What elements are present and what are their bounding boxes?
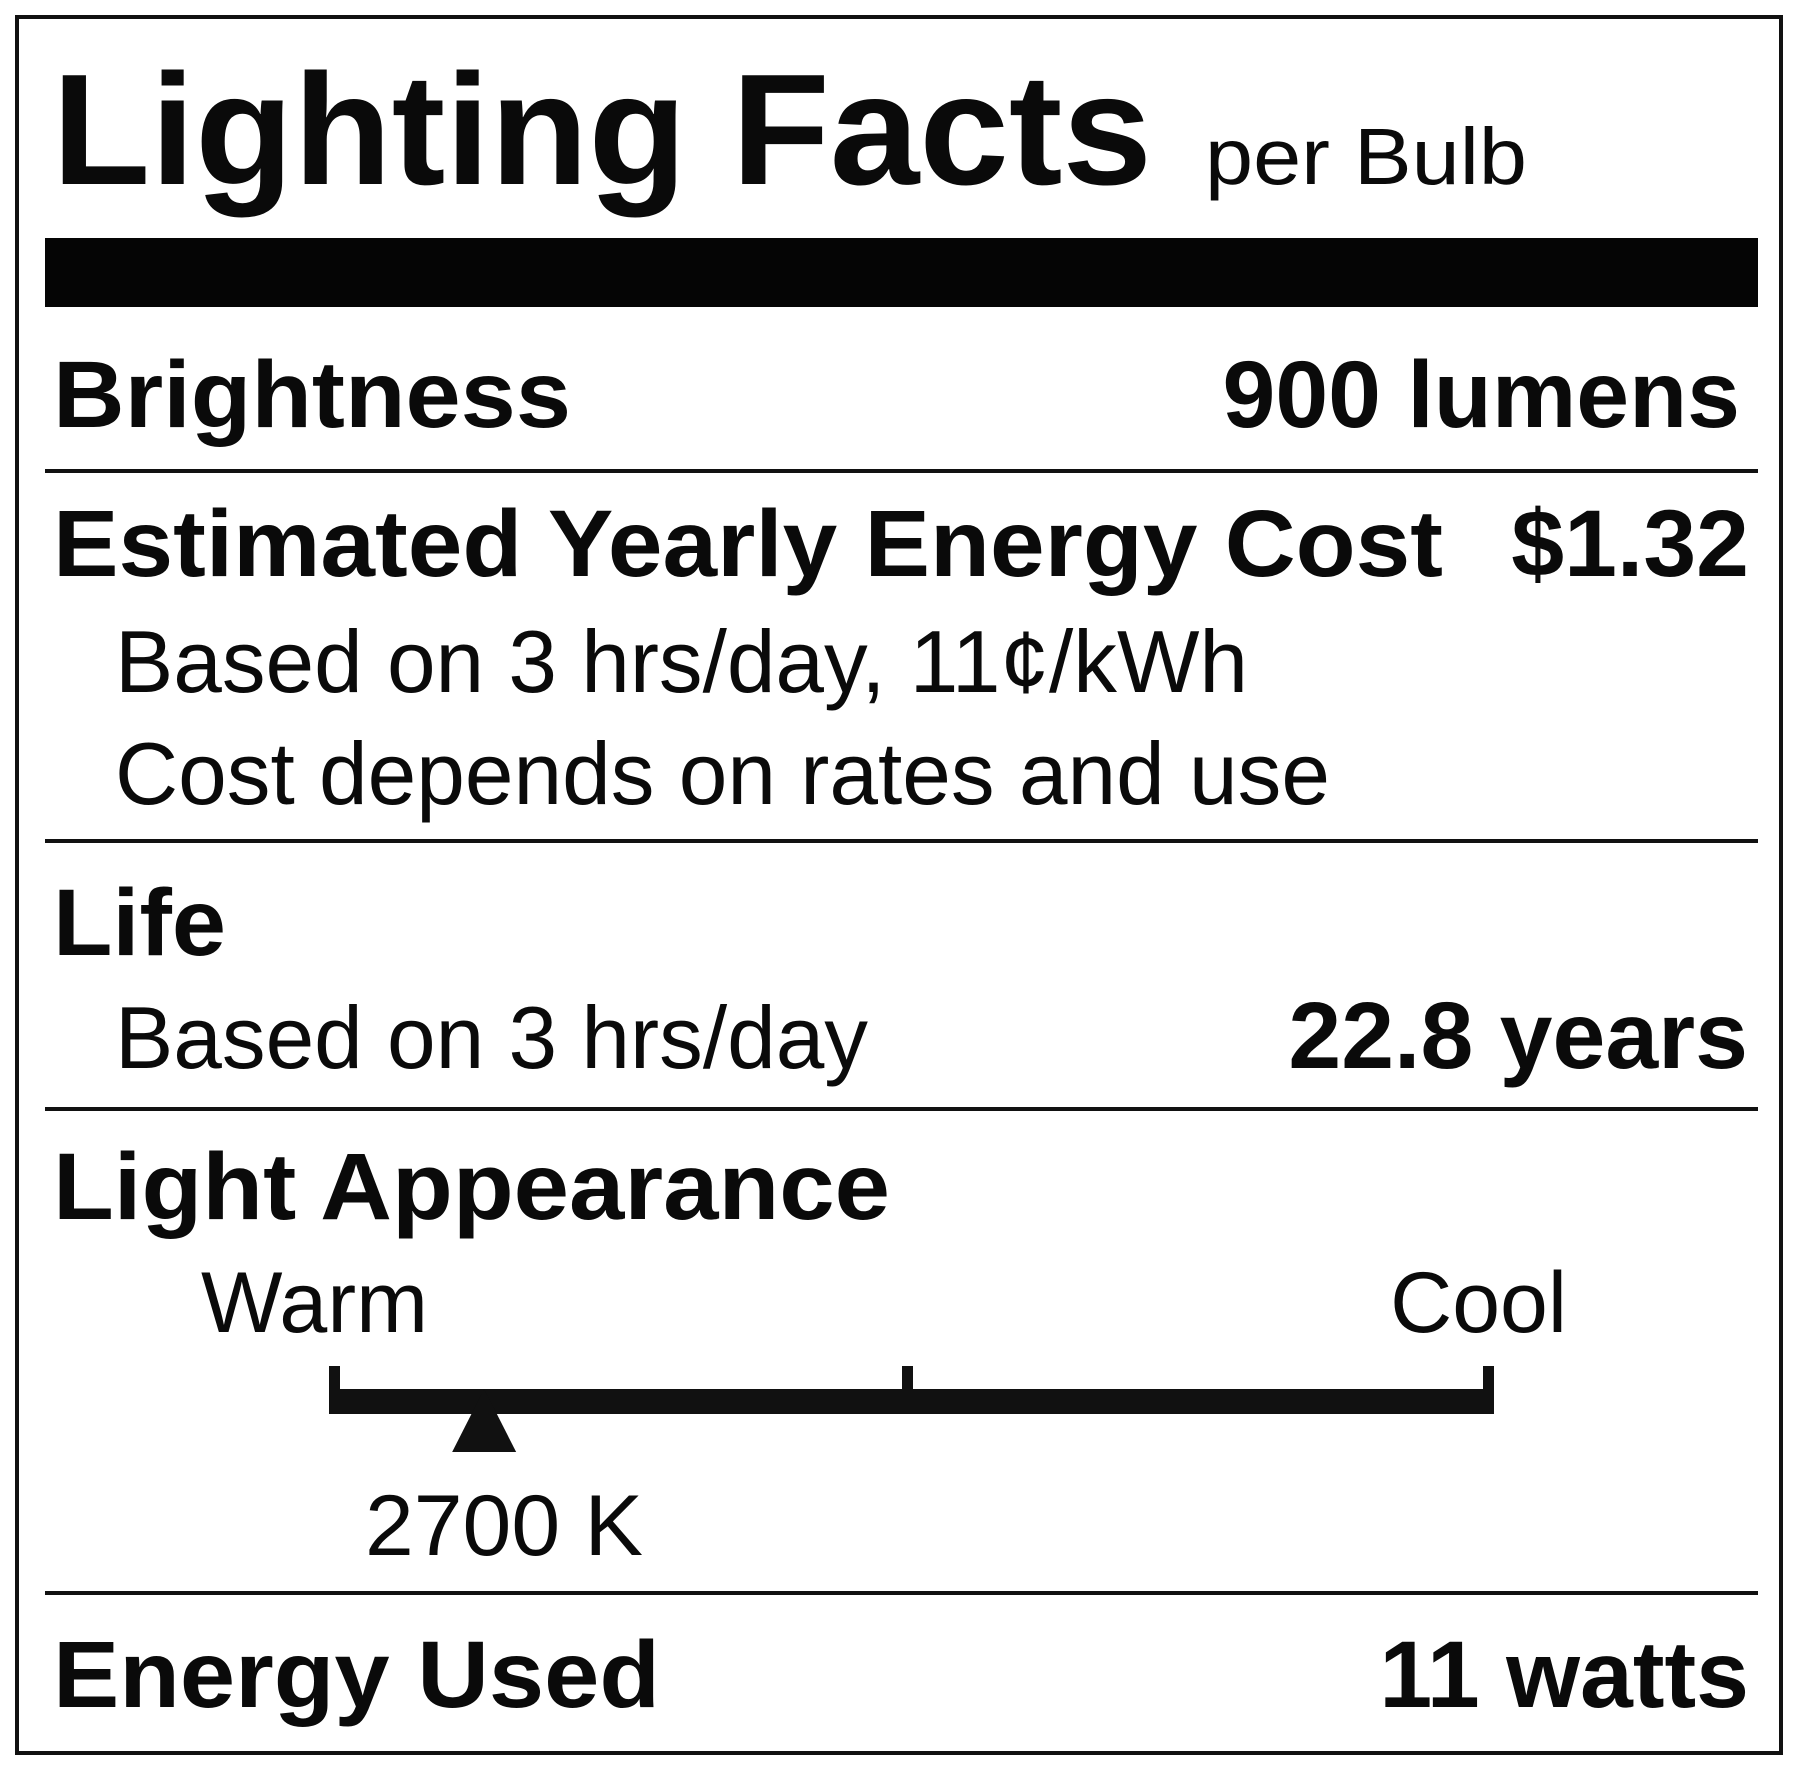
energy-cost-basis: Based on 3 hrs/day, 11¢/kWh [115,612,1248,711]
color-temperature-marker [452,1389,517,1452]
life-label: Life [53,870,226,976]
color-temperature-value: 2700 K [365,1478,643,1574]
life-basis: Based on 3 hrs/day [115,988,868,1087]
scale-tick [1483,1366,1494,1414]
energy-cost-label: Estimated Yearly Energy Cost [53,491,1443,597]
cool-label: Cool [1390,1255,1567,1351]
energy-cost-value: $1.32 [1511,491,1749,597]
brightness-value: 900 lumens [1223,342,1741,448]
divider [45,1107,1758,1111]
energy-used-value: 11 watts [1379,1622,1749,1728]
life-value: 22.8 years [1288,983,1748,1089]
divider [45,839,1758,843]
scale-tick [902,1366,913,1396]
scale-tick [329,1366,340,1414]
label-subtitle: per Bulb [1205,112,1527,201]
color-temperature-scale [329,1366,1494,1452]
light-appearance-label: Light Appearance [53,1134,890,1240]
label-border [15,15,1783,1755]
brightness-label: Brightness [53,342,571,448]
warm-label: Warm [201,1255,428,1351]
title-bar-divider [45,238,1758,307]
label-title: Lighting Facts [52,42,1152,218]
energy-used-label: Energy Used [53,1622,660,1728]
energy-cost-disclaimer: Cost depends on rates and use [115,724,1330,823]
divider [45,469,1758,473]
divider [45,1591,1758,1595]
